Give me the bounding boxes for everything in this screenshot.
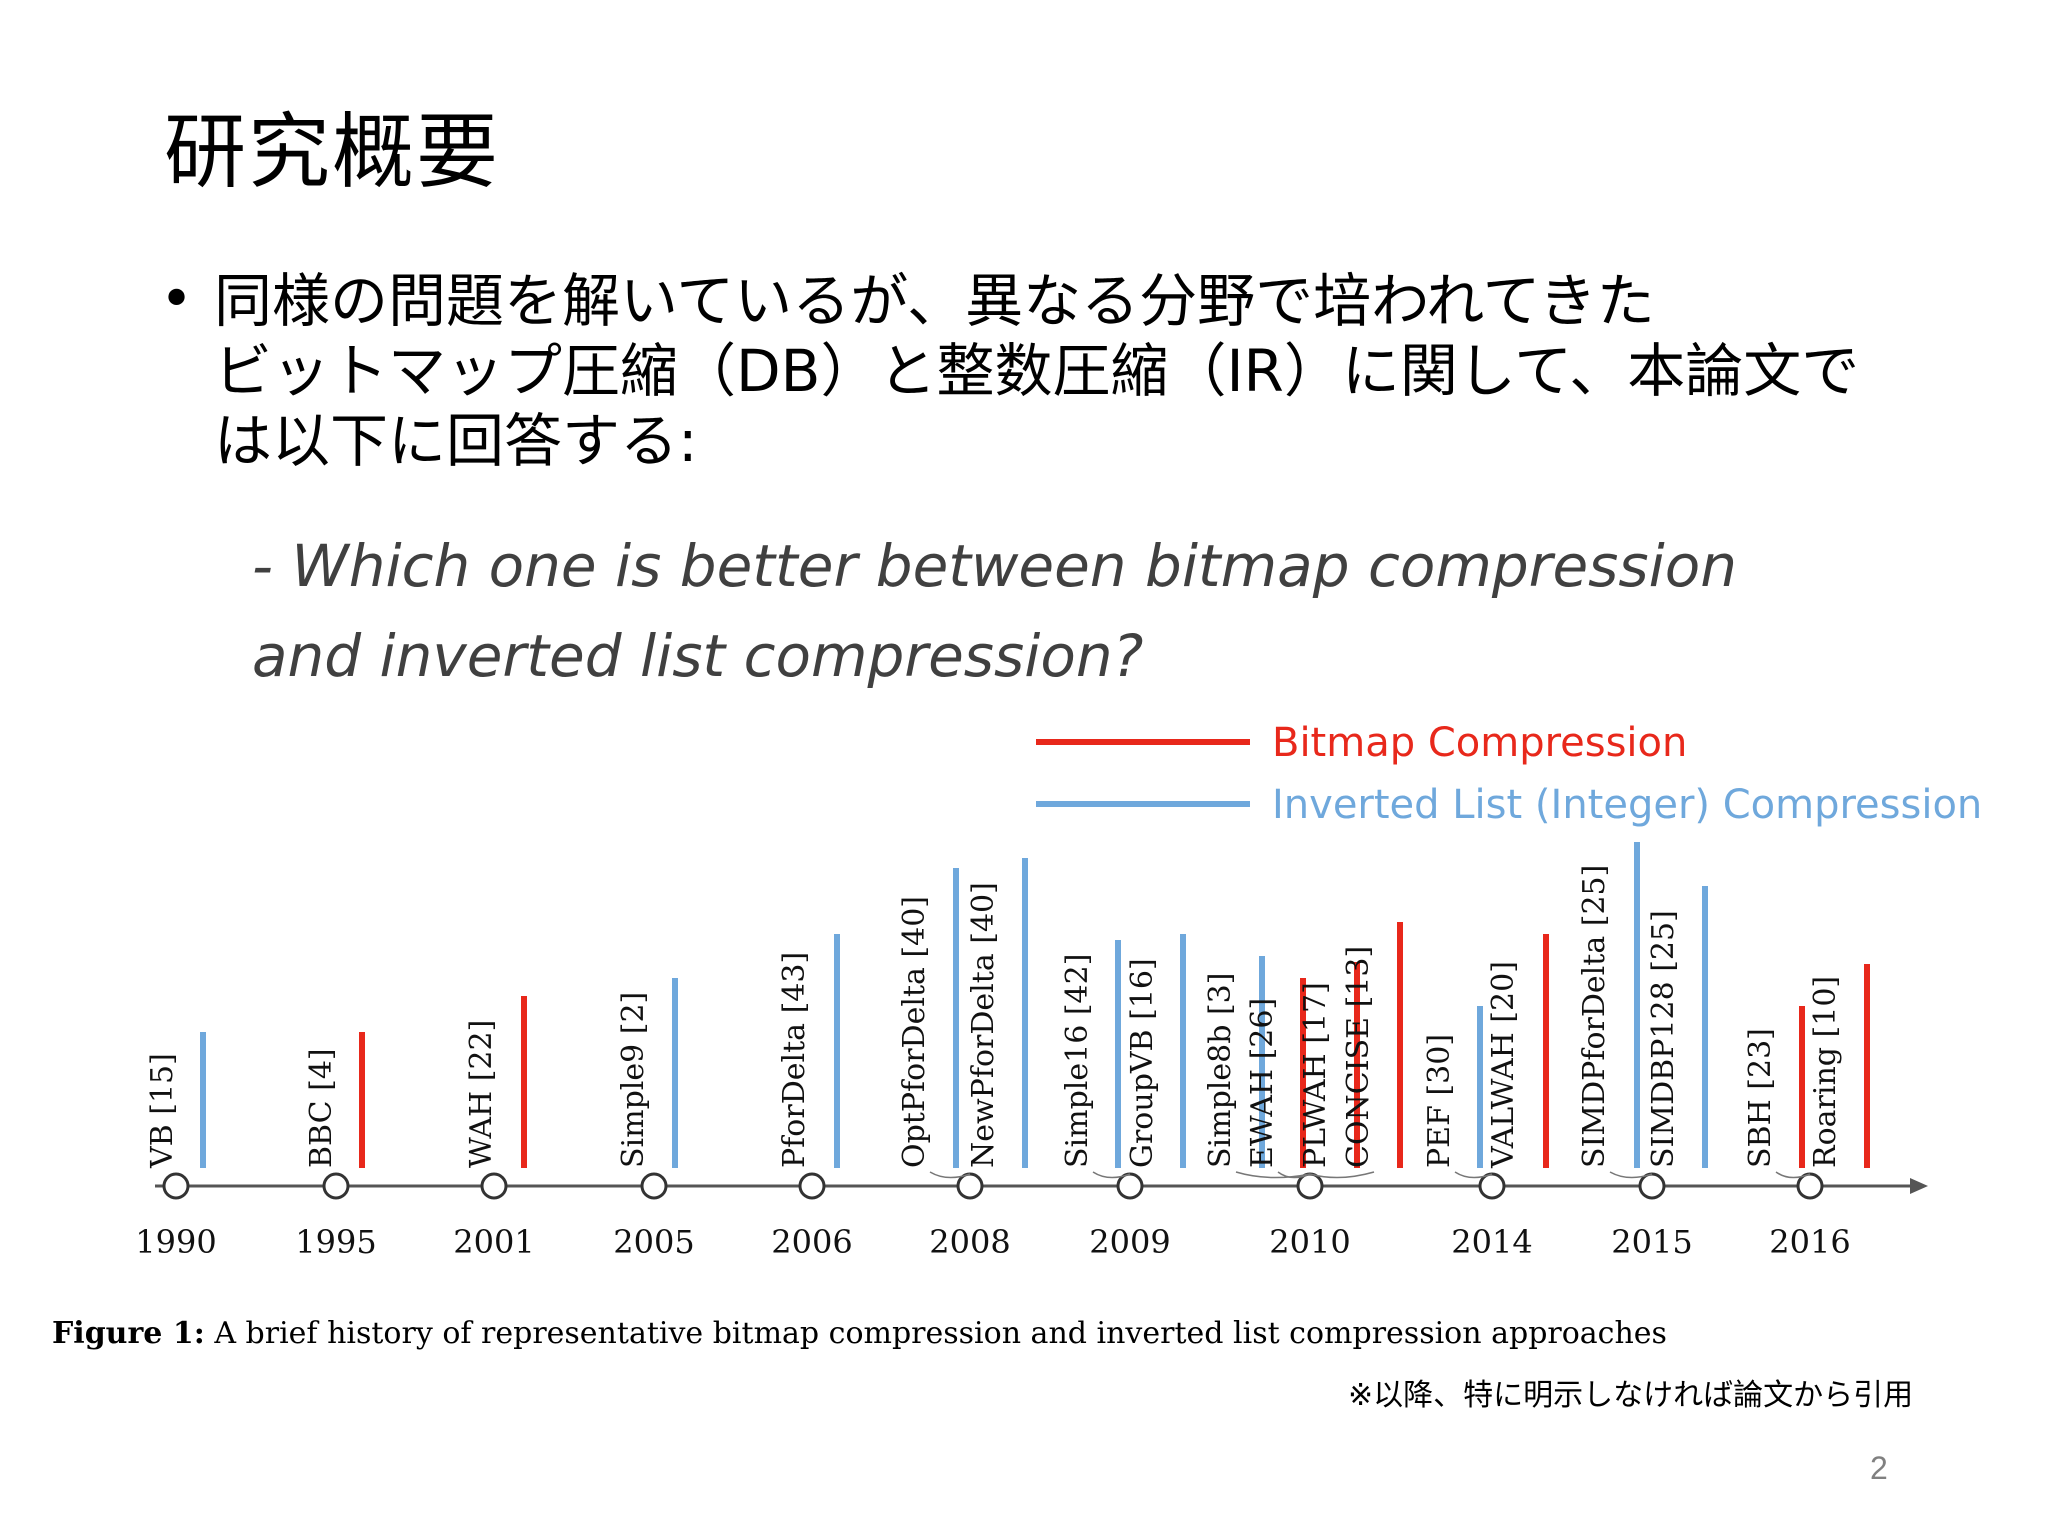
year-marker-2016 bbox=[1796, 1172, 1824, 1200]
method-label-17: SBH [23] bbox=[1743, 1028, 1778, 1168]
method-connector-15 bbox=[1609, 1171, 1653, 1179]
method-label-10: EWAH [26] bbox=[1245, 998, 1280, 1168]
method-connector-17 bbox=[1775, 1171, 1811, 1179]
year-label-2014: 2014 bbox=[1451, 1223, 1532, 1261]
method-label-0: VB [15] bbox=[145, 1053, 180, 1169]
method-connector-7 bbox=[1092, 1171, 1131, 1179]
year-label-2016: 2016 bbox=[1769, 1223, 1850, 1261]
method-label-8: GroupVB [16] bbox=[1125, 958, 1160, 1168]
page-number: 2 bbox=[1870, 1450, 1888, 1486]
method-label-15: SIMDPforDelta [25] bbox=[1577, 865, 1612, 1168]
question-line-2: and inverted list compression? bbox=[252, 622, 1144, 690]
method-label-18: Roaring [10] bbox=[1808, 976, 1843, 1168]
year-label-2008: 2008 bbox=[929, 1223, 1010, 1261]
figure-caption-text: A brief history of representative bitmap… bbox=[214, 1316, 1667, 1351]
method-label-13: PEF [30] bbox=[1422, 1034, 1457, 1168]
legend-label-0: Bitmap Compression bbox=[1272, 720, 1687, 766]
year-marker-2014 bbox=[1478, 1172, 1506, 1200]
method-label-16: SIMDBP128 [25] bbox=[1646, 910, 1681, 1168]
bullet-line-1: 同様の問題を解いているが、異なる分野で培われてきた bbox=[214, 267, 1655, 335]
question-line-1: - Which one is better between bitmap com… bbox=[252, 532, 1737, 600]
method-label-9: Simple8b [3] bbox=[1203, 973, 1238, 1168]
year-marker-2006 bbox=[798, 1172, 826, 1200]
method-label-4: PforDelta [43] bbox=[777, 952, 812, 1168]
year-label-2005: 2005 bbox=[613, 1223, 694, 1261]
method-connector-9 bbox=[1235, 1171, 1311, 1179]
method-label-6: NewPforDelta [40] bbox=[966, 882, 1001, 1168]
method-label-11: PLWAH [17] bbox=[1298, 982, 1333, 1168]
method-connector-12 bbox=[1309, 1171, 1375, 1179]
method-label-7: Simple16 [42] bbox=[1060, 954, 1095, 1168]
slide-title: 研究概要 bbox=[164, 105, 501, 200]
method-label-5: OptPforDelta [40] bbox=[897, 896, 932, 1168]
year-label-1995: 1995 bbox=[295, 1223, 376, 1261]
year-label-2001: 2001 bbox=[453, 1223, 534, 1261]
year-label-1990: 1990 bbox=[135, 1223, 216, 1261]
bullet-line-3: は以下に回答する: bbox=[214, 407, 698, 475]
citation-note: ※以降、特に明示しなければ論文から引用 bbox=[1348, 1378, 1914, 1413]
year-marker-1990 bbox=[162, 1172, 190, 1200]
method-label-3: Simple9 [2] bbox=[616, 992, 651, 1168]
method-markers: VB [15] BBC [4] WAH [22] Simple9 [2] PforDel… bbox=[145, 842, 1870, 1179]
year-label-2006: 2006 bbox=[771, 1223, 852, 1261]
year-marker-2005 bbox=[640, 1172, 668, 1200]
method-label-12: CONCISE [13] bbox=[1341, 946, 1376, 1168]
figure-caption: Figure 1: A brief history of representat… bbox=[52, 1316, 1667, 1351]
timeline-axis: 1990 1995 2001 2005 2006 2008 2009 2010 2014 2015… bbox=[135, 1172, 1928, 1261]
year-marker-2015 bbox=[1638, 1172, 1666, 1200]
year-label-2010: 2010 bbox=[1269, 1223, 1350, 1261]
legend-label-1: Inverted List (Integer) Compression bbox=[1272, 782, 1982, 828]
method-connector-5 bbox=[929, 1171, 971, 1179]
year-label-2009: 2009 bbox=[1089, 1223, 1170, 1261]
year-marker-2008 bbox=[956, 1172, 984, 1200]
method-connector-13 bbox=[1454, 1171, 1493, 1179]
year-marker-2010 bbox=[1296, 1172, 1324, 1200]
timeline-arrow-head bbox=[1910, 1178, 1928, 1194]
year-marker-2009 bbox=[1116, 1172, 1144, 1200]
method-connector-10 bbox=[1277, 1171, 1311, 1179]
year-marker-2001 bbox=[480, 1172, 508, 1200]
method-label-14: VALWAH [20] bbox=[1486, 961, 1521, 1169]
year-label-2015: 2015 bbox=[1611, 1223, 1692, 1261]
method-label-2: WAH [22] bbox=[464, 1020, 499, 1168]
bullet-marker: • bbox=[160, 267, 194, 332]
legend: Bitmap Compression Inverted List (Integer… bbox=[1036, 720, 1982, 828]
method-label-1: BBC [4] bbox=[304, 1048, 339, 1168]
bullet-line-2: ビットマップ圧縮（DB）と整数圧縮（IR）に関して、本論文で bbox=[214, 337, 1860, 405]
figure-caption-label: Figure 1: bbox=[52, 1316, 205, 1351]
year-marker-1995 bbox=[322, 1172, 350, 1200]
